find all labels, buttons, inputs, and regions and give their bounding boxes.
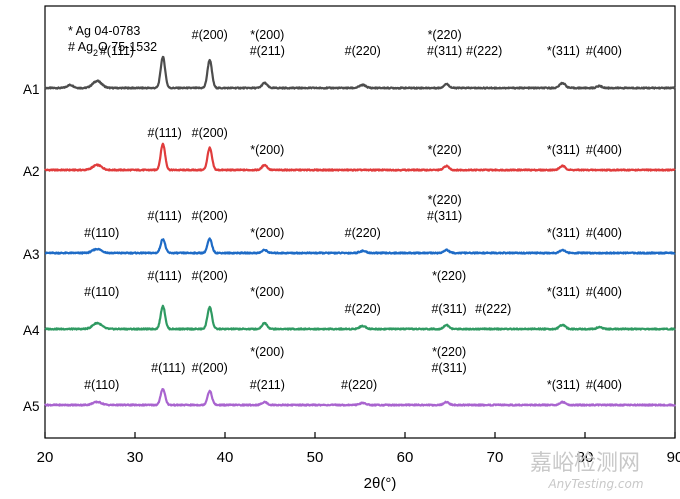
peak-label: #(400) <box>586 226 622 240</box>
watermark-cn: 嘉峪检测网 <box>530 451 640 476</box>
peak-label: #(311) <box>427 44 462 58</box>
watermark: 嘉峪检测网 AnyTesting.com <box>530 451 644 491</box>
peak-label: #(200) <box>192 269 228 283</box>
peak-label: #(220) <box>345 44 381 58</box>
peak-label: *(200) <box>250 285 284 299</box>
legend: * Ag 04-0783 # Ag2O 75-1532 <box>68 24 157 58</box>
series-line-a1 <box>43 55 676 90</box>
peak-label: *(200) <box>250 28 284 42</box>
peak-label: #(200) <box>192 126 228 140</box>
watermark-en: AnyTesting.com <box>547 477 643 491</box>
legend-ag: * Ag 04-0783 <box>68 24 140 38</box>
x-tick-label: 20 <box>37 449 54 466</box>
series-line-a3 <box>44 237 676 255</box>
peak-label: #(211) <box>250 44 285 58</box>
peak-label: #(222) <box>466 44 502 58</box>
series-line-a5 <box>44 388 676 407</box>
peak-label: #(311) <box>431 302 466 316</box>
peak-label: #(111) <box>100 44 134 58</box>
sample-label-a2: A2 <box>23 164 40 179</box>
sample-label-a4: A4 <box>23 323 40 338</box>
peak-label: #(211) <box>250 378 285 392</box>
peak-label: *(311) <box>547 143 580 157</box>
peak-label: #(111) <box>148 209 182 223</box>
peak-label: *(311) <box>547 285 580 299</box>
peak-label: #(111) <box>148 269 182 283</box>
series-line-a2 <box>44 142 676 172</box>
peak-label: #(111) <box>151 361 185 375</box>
x-tick-label: 70 <box>487 449 504 466</box>
peak-label: *(200) <box>250 143 284 157</box>
sample-label-a3: A3 <box>23 247 40 262</box>
peak-label: #(400) <box>586 143 622 157</box>
series-layer <box>43 55 676 407</box>
peak-label: #(311) <box>431 361 466 375</box>
peak-label: #(220) <box>345 226 381 240</box>
peak-label: #(111) <box>148 126 182 140</box>
peak-label: #(110) <box>84 285 119 299</box>
peak-label: *(220) <box>428 193 462 207</box>
peak-label: #(400) <box>586 285 622 299</box>
x-tick-label: 30 <box>127 449 144 466</box>
x-axis-title: 2θ(°) <box>364 475 397 492</box>
peak-label: #(200) <box>192 361 228 375</box>
legend-ag2o: # Ag2O 75-1532 <box>68 40 157 58</box>
sample-label-layer: A1 A2 A3 A4 A5 <box>23 82 40 414</box>
peak-label: *(200) <box>250 345 284 359</box>
peak-label: #(220) <box>341 378 377 392</box>
sample-label-a5: A5 <box>23 399 40 414</box>
x-tick-label: 80 <box>577 449 594 466</box>
x-axis-ticks: 20 30 40 50 60 70 80 90 <box>37 432 680 466</box>
x-tick-label: 50 <box>307 449 324 466</box>
x-tick-label: 60 <box>397 449 414 466</box>
peak-label: #(311) <box>427 209 462 223</box>
peak-label: #(222) <box>475 302 511 316</box>
peak-label: #(200) <box>192 209 228 223</box>
peak-label: #(400) <box>586 44 622 58</box>
peak-label: #(110) <box>84 226 119 240</box>
peak-label: *(311) <box>547 378 580 392</box>
peak-label: *(220) <box>432 345 466 359</box>
peak-label: #(110) <box>84 378 119 392</box>
x-tick-label: 90 <box>667 449 680 466</box>
peak-label: *(220) <box>428 28 462 42</box>
peak-label: #(220) <box>345 302 381 316</box>
peak-label: *(311) <box>547 226 580 240</box>
peak-label: #(400) <box>586 378 622 392</box>
peak-label: *(220) <box>432 269 466 283</box>
peak-label-layer: #(111) #(200) *(200) #(211) #(220) *(220) #(31… <box>84 28 622 392</box>
x-tick-label: 40 <box>217 449 234 466</box>
series-line-a4 <box>44 304 676 331</box>
peak-label: #(200) <box>192 28 228 42</box>
plot-frame <box>44 5 676 439</box>
peak-label: *(220) <box>428 143 462 157</box>
sample-label-a1: A1 <box>23 82 40 97</box>
peak-label: *(311) <box>547 44 580 58</box>
peak-label: *(200) <box>250 226 284 240</box>
